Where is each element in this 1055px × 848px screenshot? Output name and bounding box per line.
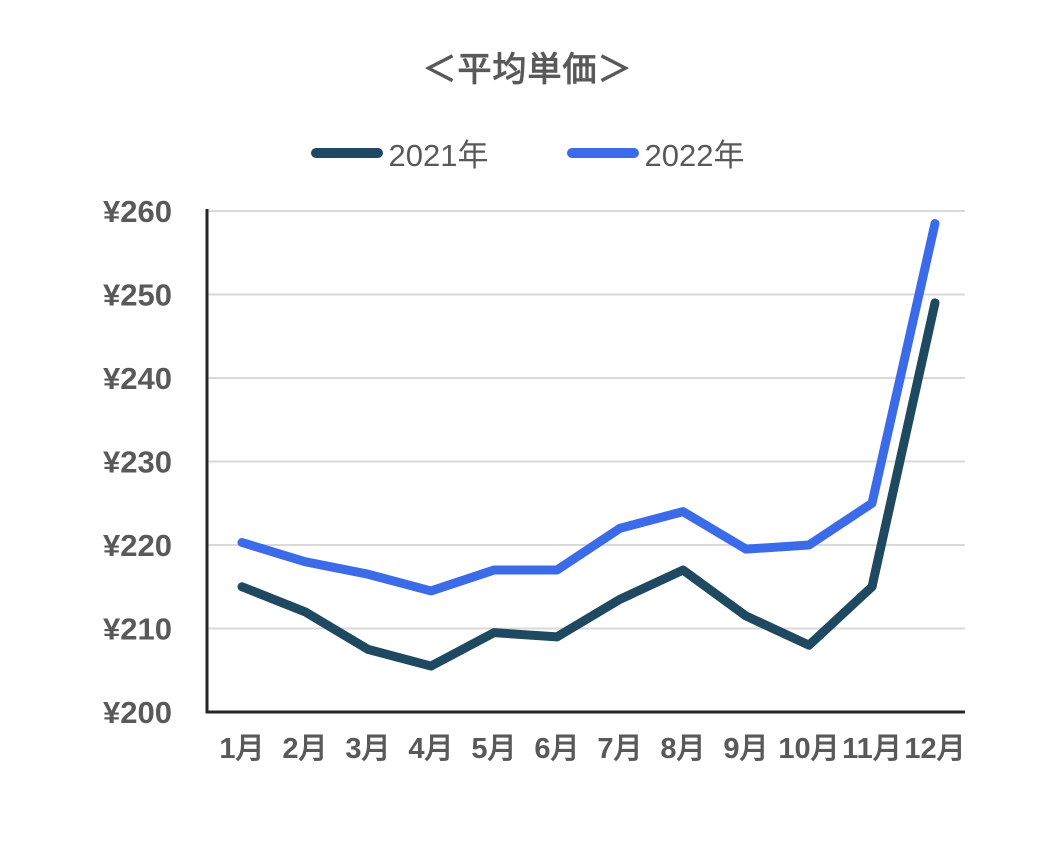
legend-item-2021: 2021年 [310,130,489,175]
x-tick-label: 1月 [219,733,264,765]
y-tick-label: ¥210 [103,612,172,647]
legend-label-2022: 2022年 [644,138,745,173]
y-tick-label: ¥230 [103,445,172,480]
series-line-2022年 [237,219,940,596]
x-tick-label: 2月 [282,733,327,765]
x-tick-label: 7月 [597,733,642,765]
legend-label-2021: 2021年 [388,138,489,173]
x-tick-label: 6月 [534,733,579,765]
chart-legend: 2021年 2022年 [0,130,1055,175]
y-tick-label: ¥250 [103,278,172,313]
y-tick-label: ¥200 [103,695,172,730]
y-tick-label: ¥260 [103,194,172,229]
series-line-2021年 [237,298,940,671]
x-tick-label: 11月 [842,733,902,765]
x-tick-label: 4月 [408,733,453,765]
legend-swatch-2022-line-icon [566,147,639,158]
y-tick-label: ¥240 [103,361,172,396]
x-tick-label: 12月 [904,733,965,765]
y-tick-label: ¥220 [103,528,172,563]
x-tick-label: 10月 [778,733,839,765]
legend-item-2022: 2022年 [566,130,745,175]
chart-title: ＜平均単価＞ [422,51,633,89]
legend-swatch-2021-line-icon [310,147,383,158]
x-tick-label: 8月 [660,733,705,765]
x-tick-label: 3月 [345,733,390,765]
x-tick-label: 5月 [471,733,516,765]
x-tick-label: 9月 [723,733,768,765]
